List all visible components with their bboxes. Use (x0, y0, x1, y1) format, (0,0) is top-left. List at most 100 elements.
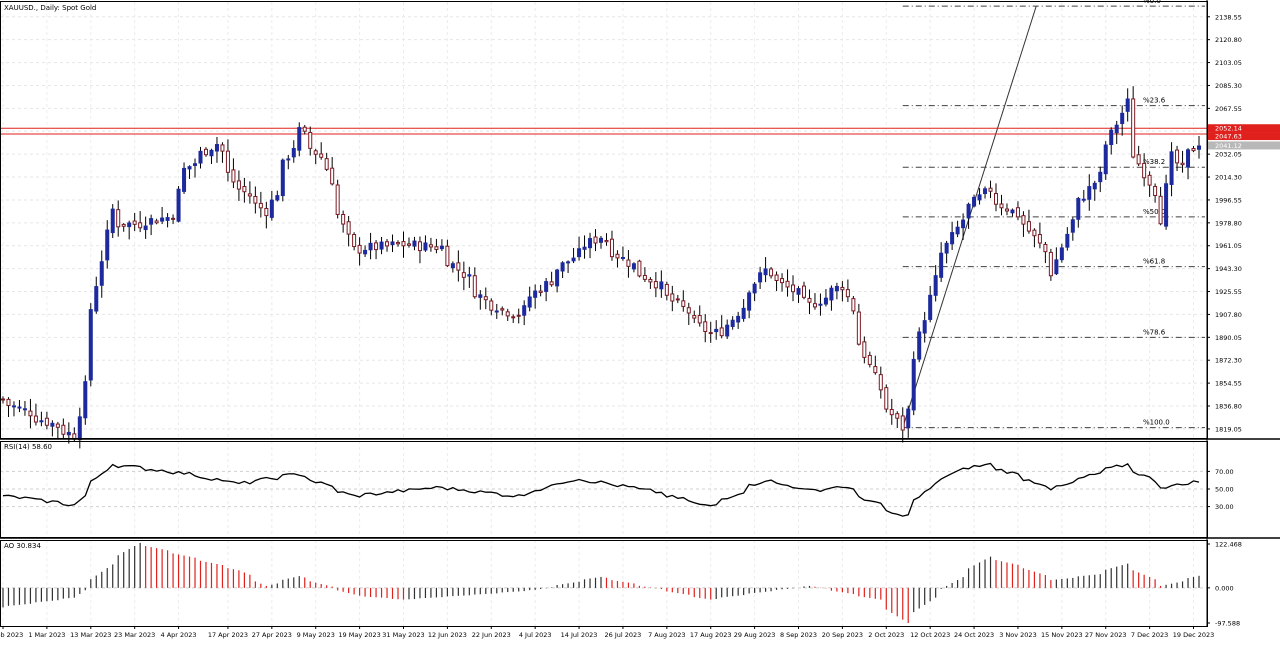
candle-body (714, 328, 719, 333)
candle-body (280, 159, 285, 197)
candle-body (922, 320, 927, 334)
candle-body (22, 408, 27, 411)
candle-body (725, 324, 730, 337)
candle-body (763, 268, 768, 276)
candle-body (1021, 215, 1026, 225)
candle-body (138, 222, 143, 229)
candle-body (1191, 148, 1196, 152)
candle-body (0, 398, 6, 401)
candle-body (758, 272, 763, 283)
candle-body (626, 259, 631, 267)
candle-body (692, 315, 697, 319)
candle-body (55, 423, 60, 428)
time-tick-label: 19 May 2023 (338, 631, 380, 639)
candle-body (823, 297, 828, 305)
time-tick-label: 23 Mar 2023 (114, 631, 155, 639)
candle-body (549, 281, 554, 286)
rsi-panel (0, 462, 1207, 517)
candle-body (417, 241, 422, 252)
candle-body (774, 274, 779, 282)
candle-body (560, 262, 565, 272)
candle-body (966, 203, 971, 219)
candle-body (500, 308, 505, 311)
candle-body (780, 278, 785, 284)
candle-body (253, 195, 258, 204)
candle-body (330, 167, 335, 185)
time-tick-label: 15 Nov 2023 (1041, 631, 1083, 639)
time-tick-label: 14 Jul 2023 (561, 631, 598, 639)
candle-body (801, 285, 806, 298)
rsi-label: RSI(14) 58.60 (4, 443, 52, 451)
fib-level-label: %50.0 (1143, 208, 1165, 216)
candle-body (873, 366, 878, 374)
candle-body (829, 287, 834, 301)
time-tick-label: 17 Aug 2023 (690, 631, 732, 639)
candle-body (1175, 149, 1180, 164)
candle-body (110, 208, 115, 234)
candle-body (1076, 198, 1081, 220)
candle-body (412, 240, 417, 247)
candle-body (231, 169, 236, 183)
time-tick-label: 19 Dec 2023 (1173, 631, 1215, 639)
price-tick-label: 2067.55 (1215, 105, 1242, 113)
ao-tick-label: 122.468 (1215, 541, 1242, 549)
candle-body (209, 149, 214, 157)
candle-body (88, 309, 93, 381)
price-tick-label: 2085.30 (1215, 82, 1242, 90)
candle-body (911, 358, 916, 411)
candle-body (933, 275, 938, 296)
candle-body (566, 261, 571, 264)
time-tick-label: 1 Mar 2023 (28, 631, 65, 639)
candle-body (1081, 198, 1086, 201)
candle-body (390, 241, 395, 246)
candle-body (544, 281, 549, 292)
time-tick-label: 27 Nov 2023 (1085, 631, 1127, 639)
price-tick-label: 1854.55 (1215, 380, 1242, 388)
candle-body (352, 234, 357, 248)
fib-level-label: %23.6 (1143, 97, 1166, 105)
candle-body (160, 217, 165, 222)
candle-body (127, 222, 132, 228)
candle-body (28, 410, 33, 417)
candle-body (33, 415, 38, 423)
time-tick-label: 24 Oct 2023 (954, 631, 994, 639)
time-tick-label: 3 Nov 2023 (999, 631, 1037, 639)
candle-body (483, 296, 488, 301)
time-tick-label: 17 Feb 2023 (0, 631, 23, 639)
candle-body (363, 249, 368, 255)
price-tick-label: 1978.80 (1215, 219, 1242, 227)
candle-body (61, 424, 66, 435)
time-tick-label: 20 Sep 2023 (822, 631, 863, 639)
candle-body (1010, 209, 1015, 214)
candle-body (527, 296, 532, 308)
candle-body (346, 221, 351, 235)
time-tick-label: 29 Aug 2023 (734, 631, 776, 639)
candle-body (275, 195, 280, 201)
candle-body (143, 225, 148, 231)
price-tick-label: 1961.05 (1215, 242, 1242, 250)
candle-body (889, 409, 894, 416)
candle-body (511, 316, 516, 319)
price-tag-label: 2041.12 (1215, 142, 1242, 150)
candle-body (203, 148, 208, 156)
candle-body (357, 244, 362, 254)
time-tick-label: 9 May 2023 (297, 631, 335, 639)
fib-level-label: %78.6 (1143, 328, 1166, 336)
candle-body (66, 431, 71, 436)
candle-body (796, 288, 801, 295)
candle-body (264, 207, 269, 217)
candle-body (313, 150, 318, 155)
candle-body (1186, 149, 1191, 168)
time-tick-label: 7 Aug 2023 (648, 631, 686, 639)
candle-body (450, 263, 455, 269)
rsi-line (2, 462, 1200, 517)
candle-body (439, 245, 444, 250)
horizontal-lines[interactable] (0, 127, 1207, 135)
candle-body (522, 305, 527, 316)
candle-body (1169, 151, 1174, 185)
candle-body (604, 239, 609, 243)
candle-body (494, 310, 499, 313)
candle-body (791, 284, 796, 293)
candle-body (187, 166, 192, 170)
